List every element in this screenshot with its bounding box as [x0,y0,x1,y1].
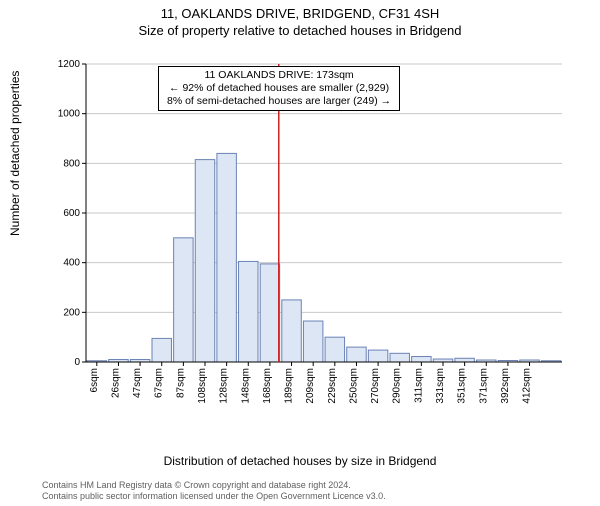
svg-text:400: 400 [63,258,80,269]
svg-text:270sqm: 270sqm [370,368,381,404]
attribution-line1: Contains HM Land Registry data © Crown c… [42,480,600,491]
svg-text:1200: 1200 [58,60,80,70]
svg-text:331sqm: 331sqm [435,368,446,404]
svg-text:412sqm: 412sqm [522,368,533,404]
svg-text:47sqm: 47sqm [132,368,143,398]
y-axis-label: Number of detached properties [8,71,22,236]
property-annotation-box: 11 OAKLANDS DRIVE: 173sqm ← 92% of detac… [158,66,400,111]
annotation-larger-pct: 8% of semi-detached houses are larger (2… [167,95,391,108]
histogram-svg: 0 200 400 600 800 1000 1200 6sqm 26sqm 47sqm 67sqm… [58,60,568,420]
svg-text:168sqm: 168sqm [262,368,273,404]
svg-text:250sqm: 250sqm [348,368,359,404]
x-axis-label: Distribution of detached houses by size … [0,454,600,468]
attribution-text: Contains HM Land Registry data © Crown c… [0,480,600,502]
svg-text:311sqm: 311sqm [413,368,424,403]
svg-text:108sqm: 108sqm [197,368,208,404]
chart-subtitle: Size of property relative to detached ho… [0,23,600,38]
svg-text:229sqm: 229sqm [327,368,338,404]
svg-text:189sqm: 189sqm [284,368,295,404]
svg-text:371sqm: 371sqm [478,368,489,404]
svg-text:0: 0 [74,357,80,368]
svg-text:800: 800 [63,158,80,169]
svg-text:128sqm: 128sqm [219,368,230,404]
svg-text:26sqm: 26sqm [110,368,121,398]
svg-text:148sqm: 148sqm [240,368,251,404]
attribution-line2: Contains public sector information licen… [42,491,600,502]
annotation-property-size: 11 OAKLANDS DRIVE: 173sqm [167,69,391,82]
svg-text:1000: 1000 [58,109,80,120]
svg-text:600: 600 [63,208,80,219]
svg-text:209sqm: 209sqm [305,368,316,404]
svg-text:200: 200 [63,307,80,318]
chart-title-address: 11, OAKLANDS DRIVE, BRIDGEND, CF31 4SH [0,6,600,21]
svg-text:6sqm: 6sqm [89,368,100,392]
svg-text:351sqm: 351sqm [457,368,468,404]
svg-text:392sqm: 392sqm [500,368,511,404]
svg-text:87sqm: 87sqm [175,368,186,398]
svg-text:290sqm: 290sqm [392,368,403,404]
annotation-smaller-pct: ← 92% of detached houses are smaller (2,… [167,82,391,95]
svg-text:67sqm: 67sqm [154,368,165,398]
chart-plot-area: 0 200 400 600 800 1000 1200 6sqm 26sqm 47sqm 67sqm… [58,60,568,420]
